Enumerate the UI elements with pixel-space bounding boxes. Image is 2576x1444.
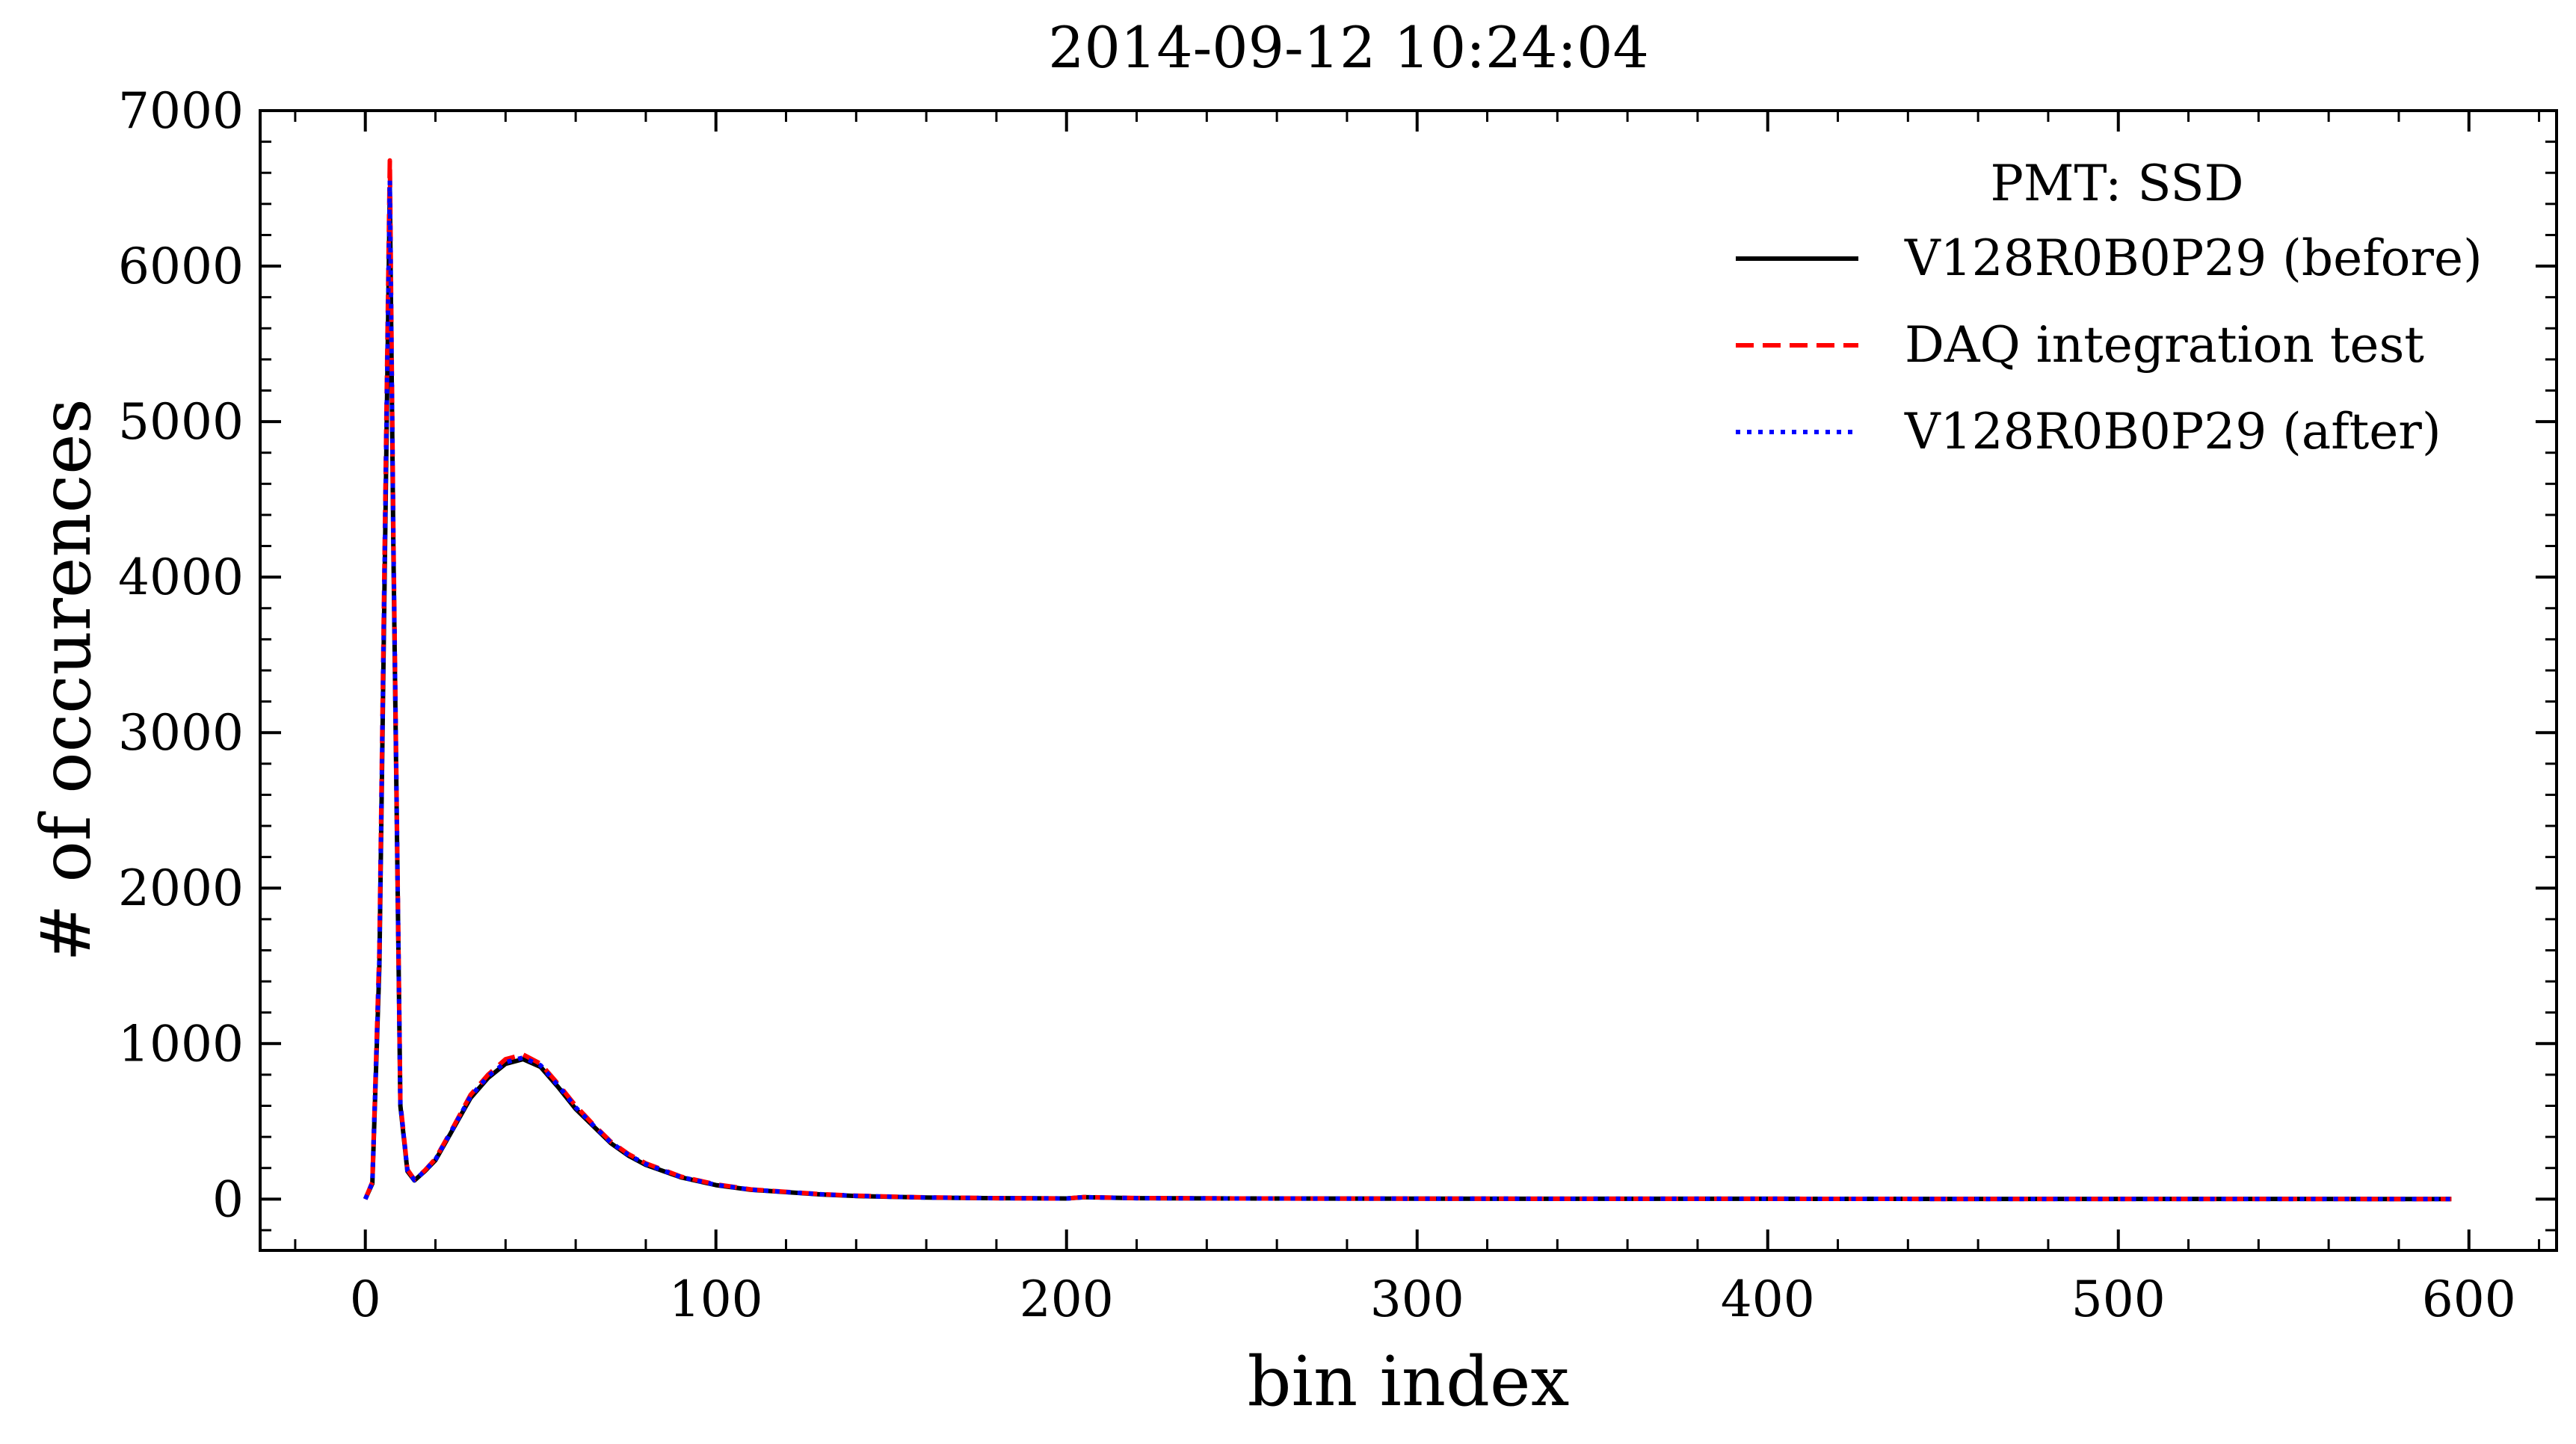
x-tick-label: 300 — [1370, 1271, 1464, 1328]
x-tick-label: 400 — [1721, 1271, 1815, 1328]
y-tick-label: 7000 — [118, 82, 244, 140]
legend-title: PMT: SSD — [1990, 155, 2243, 212]
x-axis-label: bin index — [1248, 1342, 1570, 1422]
x-tick-label: 500 — [2071, 1271, 2166, 1328]
legend-label-2: DAQ integration test — [1905, 316, 2424, 374]
y-tick-label: 0 — [212, 1170, 244, 1228]
chart-title: 2014-09-12 10:24:04 — [1048, 14, 1649, 81]
y-tick-label: 1000 — [118, 1015, 244, 1073]
x-tick-label: 0 — [350, 1271, 381, 1328]
series-lines — [363, 158, 2452, 1202]
y-tick-label: 4000 — [118, 549, 244, 606]
x-tick-label: 100 — [669, 1271, 763, 1328]
x-tick-label: 200 — [1020, 1271, 1114, 1328]
plot-frame — [259, 109, 2558, 1252]
y-tick-label: 5000 — [118, 393, 244, 451]
legend: PMT: SSD V128R0B0P29 (before) DAQ integra… — [1736, 155, 2483, 460]
legend-label-1: V128R0B0P29 (before) — [1904, 229, 2483, 287]
x-tick-label: 600 — [2422, 1271, 2516, 1328]
y-tick-label: 2000 — [118, 860, 244, 917]
y-tick-label: 3000 — [118, 704, 244, 762]
series-line-2 — [363, 158, 2452, 1202]
axis-ticks: 0 100 200 300 400 500 600010002000300040005000… — [118, 82, 2557, 1328]
legend-label-3: V128R0B0P29 (after) — [1904, 403, 2441, 460]
y-tick-label: 6000 — [118, 238, 244, 295]
y-axis-label: # of occurences — [26, 398, 106, 962]
